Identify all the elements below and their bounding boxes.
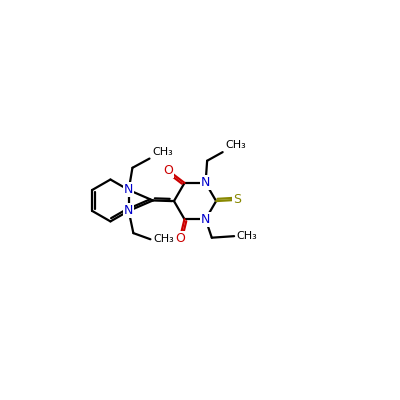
Text: CH₃: CH₃: [152, 147, 173, 157]
Text: S: S: [233, 193, 241, 206]
Text: N: N: [201, 213, 210, 226]
Text: O: O: [164, 164, 173, 177]
Text: O: O: [175, 232, 185, 245]
Text: N: N: [201, 176, 210, 190]
Text: CH₃: CH₃: [225, 140, 246, 150]
Text: CH₃: CH₃: [236, 231, 257, 241]
Text: CH₃: CH₃: [153, 234, 174, 244]
Text: N: N: [124, 184, 133, 196]
Text: N: N: [124, 204, 133, 218]
